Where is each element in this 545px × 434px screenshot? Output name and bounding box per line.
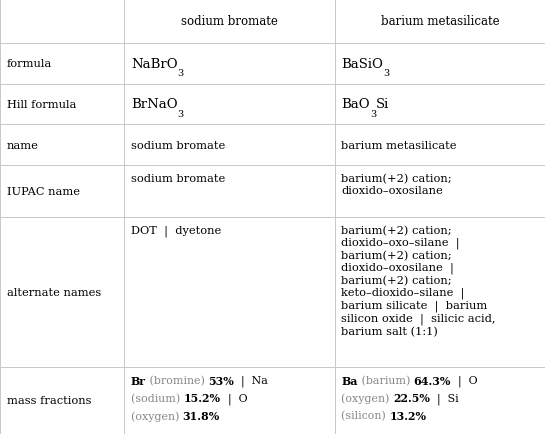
Text: |  O: | O <box>451 375 477 386</box>
Text: BaO: BaO <box>341 98 370 111</box>
Text: (sodium): (sodium) <box>131 392 184 403</box>
Text: |  O: | O <box>221 392 247 404</box>
Text: |  Si: | Si <box>430 392 458 404</box>
Text: BrNaO: BrNaO <box>131 98 178 111</box>
Text: 3: 3 <box>178 110 184 119</box>
Text: Si: Si <box>376 98 389 111</box>
Text: barium(+2) cation;
dioxido–oxo–silane  |
barium(+2) cation;
dioxido–oxosilane  |: barium(+2) cation; dioxido–oxo–silane | … <box>341 225 495 336</box>
Text: name: name <box>7 140 38 150</box>
Text: sodium bromate: sodium bromate <box>181 16 278 28</box>
Text: (silicon): (silicon) <box>341 410 390 421</box>
Text: 3: 3 <box>370 110 376 119</box>
Text: Br: Br <box>131 375 146 386</box>
Text: (bromine): (bromine) <box>146 375 208 385</box>
Text: sodium bromate: sodium bromate <box>131 140 225 150</box>
Text: Ba: Ba <box>341 375 358 386</box>
Text: 13.2%: 13.2% <box>390 410 426 421</box>
Text: barium metasilicate: barium metasilicate <box>380 16 499 28</box>
Text: 3: 3 <box>178 69 184 78</box>
Text: |  Na: | Na <box>234 375 268 386</box>
Text: (barium): (barium) <box>358 375 414 385</box>
Text: barium metasilicate: barium metasilicate <box>341 140 457 150</box>
Text: 31.8%: 31.8% <box>183 410 220 421</box>
Text: Hill formula: Hill formula <box>7 100 76 110</box>
Text: mass fractions: mass fractions <box>7 395 91 405</box>
Text: NaBrO: NaBrO <box>131 58 178 71</box>
Text: 22.5%: 22.5% <box>393 392 430 404</box>
Text: alternate names: alternate names <box>7 287 101 297</box>
Text: (oxygen): (oxygen) <box>131 410 183 421</box>
Text: formula: formula <box>7 59 52 69</box>
Text: 64.3%: 64.3% <box>414 375 451 386</box>
Text: sodium bromate: sodium bromate <box>131 174 225 183</box>
Text: DOT  |  dyetone: DOT | dyetone <box>131 225 221 237</box>
Text: (oxygen): (oxygen) <box>341 392 393 403</box>
Text: barium(+2) cation;
dioxido–oxosilane: barium(+2) cation; dioxido–oxosilane <box>341 174 452 195</box>
Text: 3: 3 <box>383 69 389 78</box>
Text: BaSiO: BaSiO <box>341 58 383 71</box>
Text: 15.2%: 15.2% <box>184 392 221 404</box>
Text: IUPAC name: IUPAC name <box>7 187 80 197</box>
Text: 53%: 53% <box>208 375 234 386</box>
